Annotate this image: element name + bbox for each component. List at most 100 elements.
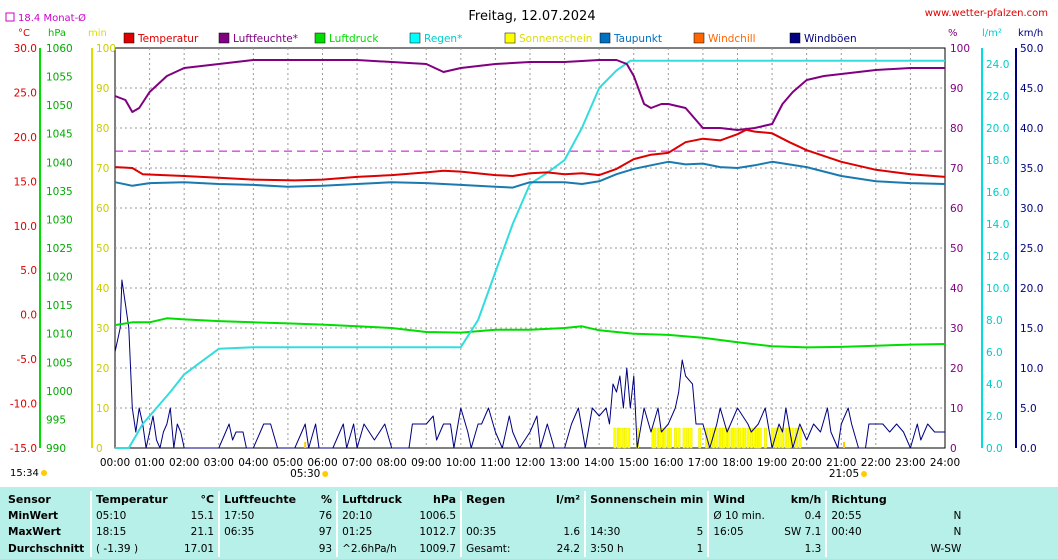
wind-tick-label: 25.0 xyxy=(1020,243,1043,255)
pressure-tick-label: 1010 xyxy=(46,329,73,341)
legend-label: Windchill xyxy=(708,33,756,45)
row-label: MinWert xyxy=(8,509,59,522)
humidity-tick-label: 90 xyxy=(950,83,963,95)
header-celsius: °C xyxy=(200,492,215,506)
row-label: MaxWert xyxy=(8,526,61,539)
wind-tick-label: 30.0 xyxy=(1020,203,1043,215)
x-tick-label: 08:00 xyxy=(377,457,407,469)
humidity-tick-label: 50 xyxy=(950,243,963,255)
monthly-avg-marker-icon xyxy=(5,12,15,22)
x-tick-label: 15:00 xyxy=(619,457,649,469)
x-tick-label: 03:00 xyxy=(204,457,234,469)
temperature-tick-label: 10.0 xyxy=(14,221,37,233)
hum-min-time: 17:50 xyxy=(218,507,308,524)
sunshine-bar xyxy=(732,427,736,449)
wind-min-value: 0.4 xyxy=(804,509,822,522)
sunshine-bars xyxy=(613,427,802,449)
sunshine-bar xyxy=(623,427,627,449)
legend-label: Luftfeuchte* xyxy=(233,33,298,45)
pressure-tick-label: 1020 xyxy=(46,272,73,284)
hum-min-value: 76 xyxy=(318,509,333,522)
humidity-tick-label: 70 xyxy=(950,163,963,175)
dir-avg-label xyxy=(825,540,901,557)
chart-title: Freitag, 12.07.2024 xyxy=(468,9,595,24)
hum-max-value: 97 xyxy=(318,526,333,539)
header-humidity: Luftfeuchte xyxy=(218,491,308,508)
pressure-tick-label: 1055 xyxy=(46,72,73,84)
rain-tick-label: 10.0 xyxy=(986,283,1009,295)
sunshine-bar xyxy=(674,427,677,449)
pressure-tick-label: 1030 xyxy=(46,214,73,226)
sunshine-bar xyxy=(750,427,753,449)
sunshine-bar xyxy=(613,427,617,449)
rain-tick-label: 20.0 xyxy=(986,123,1009,135)
rain-tick-label: 16.0 xyxy=(986,187,1009,199)
sunshine-bar xyxy=(743,427,747,449)
hpa-unit-label: hPa xyxy=(48,28,66,39)
sunshine-bar xyxy=(798,427,802,449)
header-pressure: Luftdruck xyxy=(336,491,406,508)
wind-max-value: SW 7.1 xyxy=(784,526,822,539)
min-unit-label: min xyxy=(88,28,107,39)
rain-total-label: Gesamt: xyxy=(460,540,530,557)
temp-trend: ( -1.39 ) xyxy=(90,540,180,557)
legend-swatch xyxy=(218,32,230,44)
sunshine-tick-label: 30 xyxy=(96,323,109,335)
stats-row-max: MaxWert 18:15 21.1 06:35 97 01:25 1012.7… xyxy=(4,524,965,541)
sunshine-bar xyxy=(738,427,741,449)
legend-swatch xyxy=(123,32,135,44)
pressure-tick-label: 1050 xyxy=(46,100,73,112)
temperature-series-line xyxy=(114,128,946,182)
kmh-unit-label: km/h xyxy=(1018,28,1043,39)
stats-row-min: MinWert 05:10 15.1 17:50 76 20:10 1006.5… xyxy=(4,507,965,524)
pressure-tick-label: 1045 xyxy=(46,129,73,141)
current-time-sun-icon xyxy=(41,470,47,476)
x-tick-label: 07:00 xyxy=(342,457,372,469)
dir-avg-value: W-SW xyxy=(930,542,962,555)
header-wind: Wind xyxy=(707,491,779,508)
dir-min-value: N xyxy=(953,509,962,522)
x-tick-label: 17:00 xyxy=(688,457,718,469)
x-tick-label: 14:00 xyxy=(584,457,614,469)
sunshine-tick-label: 100 xyxy=(96,43,116,55)
wind-min-label: Ø 10 min. xyxy=(707,507,779,524)
source-link[interactable]: www.wetter-pfalzen.com xyxy=(925,8,1048,19)
sunshine-tick-label: 80 xyxy=(96,123,109,135)
humidity-tick-label: 100 xyxy=(950,43,970,55)
sunshine-bar xyxy=(777,427,781,449)
pressure-tick-label: 1015 xyxy=(46,300,73,312)
sun-avg-count: 1 xyxy=(696,542,704,555)
sunshine-tick-label: 70 xyxy=(96,163,109,175)
x-tick-label: 21:00 xyxy=(826,457,856,469)
sunset-label: 21:05 xyxy=(829,468,859,480)
sunshine-tick-label: 60 xyxy=(96,203,109,215)
rain-max-value: 1.6 xyxy=(563,526,581,539)
dir-max-value: N xyxy=(953,526,962,539)
gusts-series-line xyxy=(114,279,945,449)
temperature-tick-label: 20.0 xyxy=(14,132,37,144)
humidity-tick-label: 80 xyxy=(950,123,963,135)
wind-tick-label: 20.0 xyxy=(1020,283,1043,295)
sunshine-bar xyxy=(677,427,681,449)
hum-avg-time xyxy=(218,540,308,557)
pressure-series-line xyxy=(114,317,946,349)
current-time-label: 15:34 xyxy=(10,468,39,479)
legend-swatch xyxy=(599,32,611,44)
header-direction-value xyxy=(901,491,965,508)
sunshine-bar xyxy=(689,427,693,449)
x-tick-label: 18:00 xyxy=(722,457,752,469)
pressure-tick-label: 1060 xyxy=(46,43,73,55)
sunshine-bar xyxy=(663,427,667,449)
sunshine-bar xyxy=(727,427,731,449)
sunshine-tick-label: 20 xyxy=(96,363,109,375)
sunshine-tick-label: 90 xyxy=(96,83,109,95)
weather-chart: 30.0 25.0 20.0 15.0 10.0 5.0 0.0 -5.0 -10.0 -15.0… xyxy=(5,8,1048,480)
wind-tick-label: 45.0 xyxy=(1020,83,1043,95)
header-rain: Regen xyxy=(460,491,530,508)
axes: 30.0 25.0 20.0 15.0 10.0 5.0 0.0 -5.0 -10.0 -15.0… xyxy=(10,43,1044,480)
temperature-tick-label: 5.0 xyxy=(20,265,37,277)
wind-avg-value: 1.3 xyxy=(804,542,822,555)
x-tick-label: 11:00 xyxy=(480,457,510,469)
rain-tick-label: 6.0 xyxy=(986,347,1003,359)
header-temperature: Temperatur xyxy=(90,491,180,508)
